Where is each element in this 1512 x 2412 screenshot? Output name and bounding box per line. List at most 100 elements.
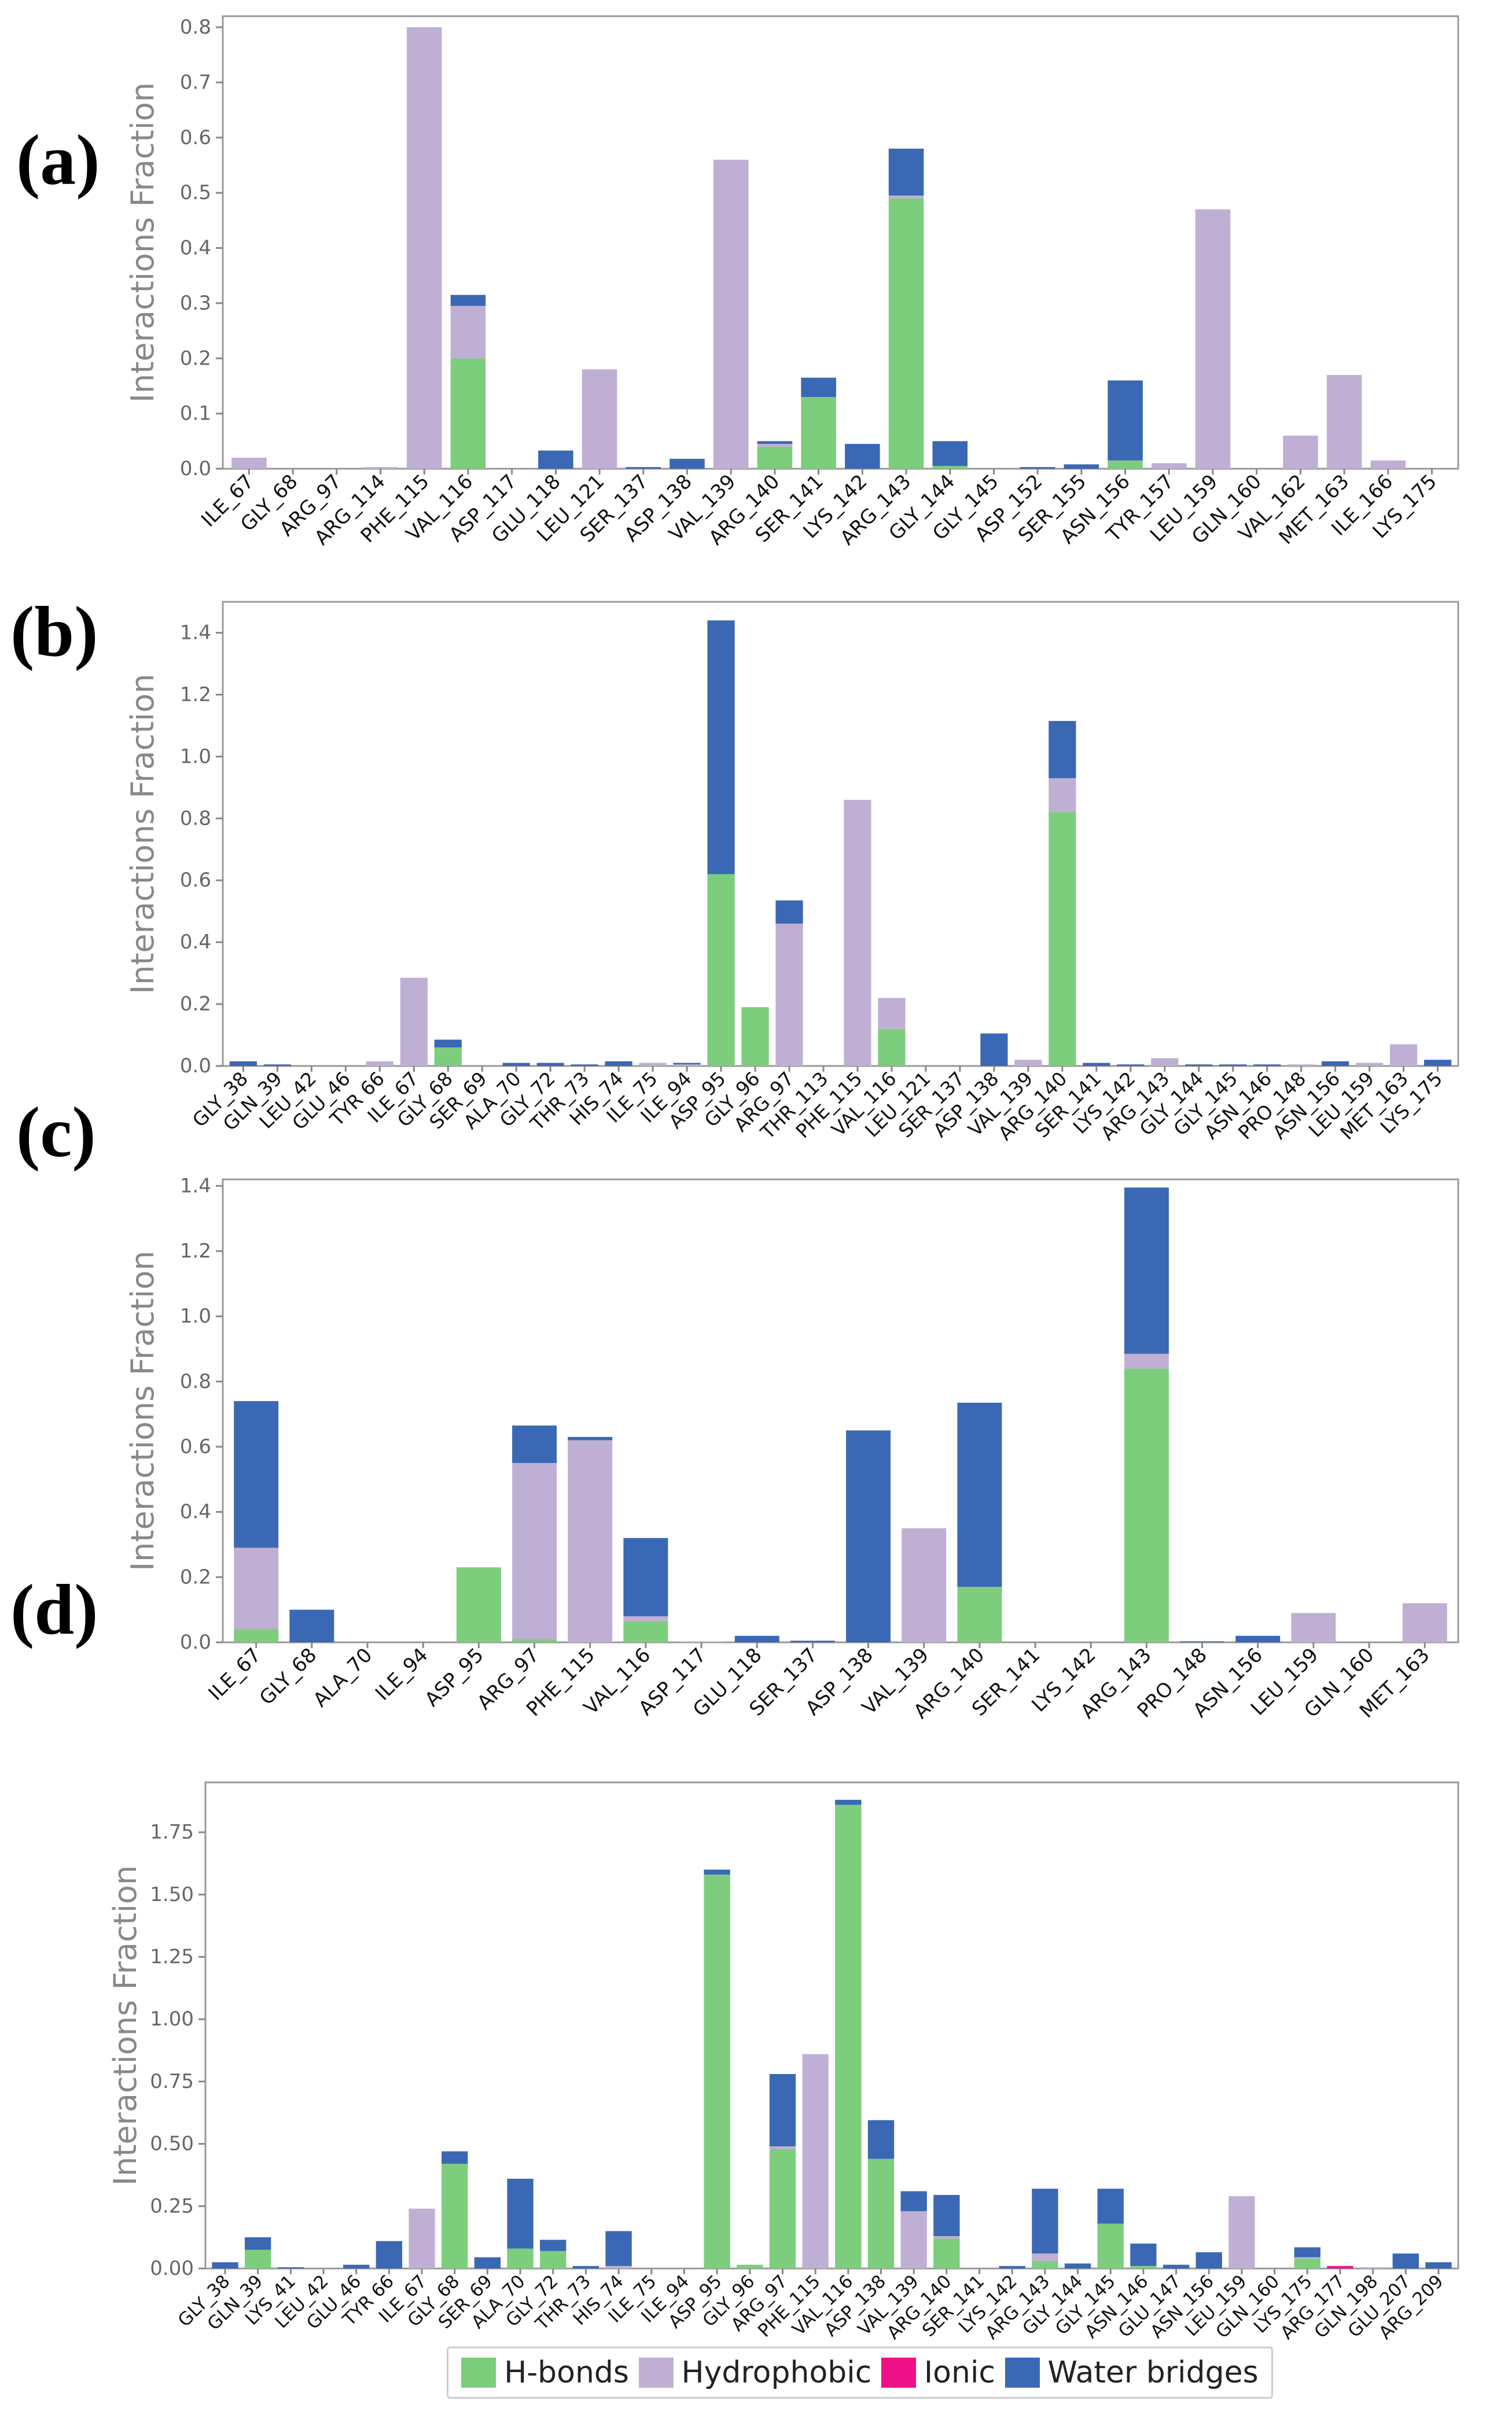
panel-label-b: (b)	[10, 592, 98, 671]
x-tick-label: ALA_70	[309, 1643, 377, 1712]
bar-hydrophobic	[679, 1641, 724, 1642]
bar-water-bridges	[1195, 2252, 1222, 2268]
bar-water-bridges	[1219, 1064, 1247, 1066]
bar-h-bonds	[867, 2159, 895, 2268]
panel-label-a: (a)	[16, 120, 100, 200]
bar-water-bridges	[704, 1869, 730, 1875]
legend-item-hydrophobic: Hydrophobic	[638, 2355, 872, 2390]
bar-water-bridges	[442, 2151, 468, 2164]
bar-water-bridges	[932, 441, 968, 466]
bar-h-bonds	[540, 2251, 566, 2268]
y-tick-label: 0.50	[150, 2132, 194, 2156]
y-tick-label: 0.2	[180, 347, 211, 370]
bar-hydrophobic	[234, 1547, 279, 1630]
bar-water-bridges	[900, 2191, 927, 2211]
bar-hydrophobic	[1049, 778, 1076, 812]
bar-hydrophobic	[1390, 1044, 1418, 1066]
chart-panel-a: 0.0 0.1 0.2 0.3 0.4 0.5 0.6 0.7 0.8 Interactions …	[124, 15, 1459, 550]
bar-water-bridges	[212, 2262, 238, 2268]
bar-hydrophobic	[582, 369, 617, 469]
y-axis-label: Interactions Fraction	[124, 82, 161, 403]
bar-water-bridges	[572, 2266, 599, 2268]
y-tick-label: 1.25	[150, 1946, 194, 1969]
bar-water-bridges	[845, 444, 880, 469]
legend-item-ionic: Ionic	[881, 2355, 995, 2390]
bar-hydrophobic	[1283, 435, 1318, 469]
bar-hydrophobic	[409, 2208, 435, 2268]
y-tick-label: 0.25	[150, 2194, 194, 2218]
bar-hydrophobic	[775, 924, 803, 1066]
bar-h-bonds	[434, 1047, 462, 1066]
bar-water-bridges	[1185, 1064, 1213, 1066]
bar-h-bonds	[757, 446, 793, 469]
bar-water-bridges	[1162, 2264, 1190, 2268]
bar-water-bridges	[571, 1064, 598, 1066]
plot-frame	[222, 1178, 1459, 1643]
bar-water-bridges	[1294, 2247, 1320, 2257]
bar-water-bridges	[1130, 2243, 1157, 2266]
bar-water-bridges	[1425, 2262, 1452, 2268]
bar-water-bridges	[999, 2266, 1025, 2268]
x-tick-label: GLY_68	[255, 1643, 321, 1709]
bar-water-bridges	[775, 900, 803, 924]
y-tick-label: 1.2	[180, 683, 211, 706]
y-tick-label: 0.6	[180, 869, 211, 892]
y-axis-label: Interactions Fraction	[124, 1251, 161, 1571]
bar-water-bridges	[474, 2257, 501, 2268]
bar-hydrophobic	[1326, 374, 1362, 469]
bar-water-bridges	[957, 1402, 1002, 1587]
bar-water-bridges	[1083, 1062, 1110, 1066]
bar-hydrophobic	[363, 467, 398, 469]
y-tick-label: 0.4	[180, 931, 211, 954]
y-tick-label: 0.1	[180, 402, 211, 425]
bar-hydrophobic	[902, 1528, 947, 1642]
bar-water-bridges	[846, 1430, 891, 1642]
bar-h-bonds	[933, 2238, 960, 2268]
plot-frame	[222, 601, 1459, 1067]
legend-label-hydrophobic: Hydrophobic	[681, 2355, 872, 2390]
panel-label-d: (d)	[10, 1570, 98, 1649]
bar-hydrophobic	[1152, 463, 1187, 469]
y-tick-label: 0.8	[180, 1370, 211, 1393]
bar-h-bonds	[769, 2149, 796, 2268]
bar-hydrophobic	[366, 1061, 393, 1066]
y-tick-label: 0.0	[180, 1054, 211, 1078]
bar-ionic	[1327, 2266, 1353, 2268]
y-tick-label: 0.4	[180, 1501, 211, 1524]
bar-h-bonds	[234, 1629, 279, 1642]
bar-water-bridges	[450, 295, 486, 306]
bar-water-bridges	[888, 148, 924, 196]
bar-hydrophobic	[400, 977, 428, 1066]
bar-water-bridges	[229, 1061, 257, 1066]
y-tick-label: 0.0	[180, 457, 211, 480]
bar-h-bonds	[1294, 2258, 1320, 2268]
bar-hydrophobic	[713, 159, 749, 469]
bar-hydrophobic	[1195, 209, 1231, 469]
bar-h-bonds	[456, 1567, 501, 1642]
bar-water-bridges	[769, 2074, 796, 2146]
bar-hydrophobic	[623, 1616, 668, 1622]
panel-label-c: (c)	[16, 1093, 96, 1172]
bar-h-bonds	[442, 2164, 468, 2268]
bar-hydrophobic	[933, 2236, 960, 2239]
bar-water-bridges	[289, 1609, 334, 1642]
bar-hydrophobic	[639, 1062, 667, 1066]
bar-water-bridges	[980, 1033, 1008, 1066]
bar-water-bridges	[540, 2240, 566, 2251]
bar-h-bonds	[704, 1874, 730, 2268]
bar-h-bonds	[245, 2249, 271, 2268]
bar-water-bridges	[507, 2178, 534, 2249]
legend-label-water-bridges: Water bridges	[1047, 2355, 1259, 2390]
bar-h-bonds	[932, 466, 968, 469]
bar-h-bonds	[1130, 2266, 1157, 2268]
bar-hydrophobic	[1402, 1603, 1447, 1642]
bar-hydrophobic	[1032, 2253, 1058, 2262]
bar-hydrophobic	[1014, 1060, 1042, 1066]
bar-water-bridges	[626, 467, 661, 469]
bar-hydrophobic	[1228, 2196, 1255, 2268]
bar-water-bridges	[1424, 1060, 1452, 1066]
bar-water-bridges	[1117, 1064, 1145, 1066]
bar-water-bridges	[538, 450, 573, 469]
bar-water-bridges	[512, 1425, 557, 1464]
y-tick-label: 0.8	[180, 807, 211, 830]
